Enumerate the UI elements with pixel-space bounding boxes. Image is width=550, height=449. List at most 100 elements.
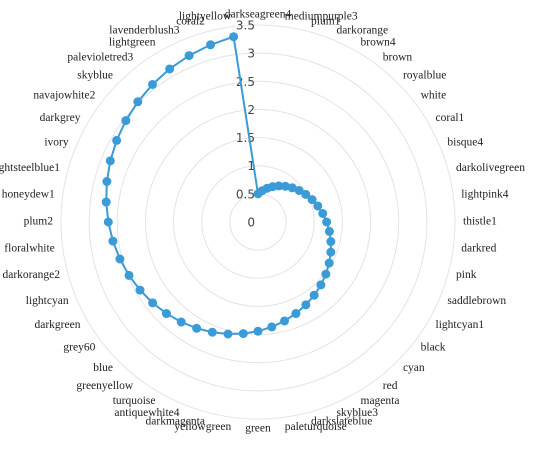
category-label: cyan bbox=[403, 362, 425, 374]
data-point bbox=[147, 79, 157, 89]
grid-circle bbox=[201, 165, 315, 279]
category-label: brown4 bbox=[361, 36, 396, 48]
data-point bbox=[207, 327, 217, 337]
data-point bbox=[105, 156, 115, 166]
category-label: lightcyan bbox=[26, 295, 69, 307]
grid-circle bbox=[60, 24, 456, 420]
category-label: antiquewhite4 bbox=[114, 407, 179, 419]
category-label: darkmagenta bbox=[146, 416, 205, 428]
category-label: bisque4 bbox=[447, 136, 483, 148]
category-label: lightgreen bbox=[109, 36, 156, 48]
category-label: plum1 bbox=[311, 16, 341, 28]
data-point bbox=[321, 269, 331, 279]
grid-circle bbox=[229, 193, 287, 251]
data-point bbox=[133, 97, 143, 107]
data-point bbox=[161, 309, 171, 319]
data-point bbox=[301, 300, 311, 310]
data-point bbox=[291, 309, 301, 319]
data-point bbox=[121, 116, 131, 126]
data-point bbox=[165, 64, 175, 74]
data-point bbox=[301, 189, 311, 199]
grid-circle bbox=[88, 52, 428, 392]
data-point bbox=[176, 317, 186, 327]
category-label: paleturquoise bbox=[285, 421, 347, 433]
category-label: lightyellow bbox=[179, 10, 232, 22]
data-point bbox=[103, 217, 113, 227]
data-point bbox=[313, 201, 323, 211]
category-label: white bbox=[421, 90, 447, 102]
grid-circle bbox=[144, 108, 372, 336]
category-label: lightcyan1 bbox=[436, 319, 485, 331]
data-point bbox=[184, 51, 194, 61]
category-label: red bbox=[383, 380, 398, 392]
data-point bbox=[267, 322, 277, 332]
data-point bbox=[124, 270, 134, 280]
data-point bbox=[326, 237, 336, 247]
r-tick-label: 2.5 bbox=[236, 75, 255, 89]
category-label: floralwhite bbox=[4, 243, 54, 255]
category-label: thistle1 bbox=[463, 216, 497, 228]
category-label: darkslateblue bbox=[311, 416, 372, 428]
category-label: pink bbox=[456, 269, 477, 281]
data-point bbox=[326, 247, 336, 257]
data-point bbox=[115, 254, 125, 264]
r-tick-label: 1.5 bbox=[236, 131, 255, 145]
data-point bbox=[287, 183, 297, 193]
grid-circle bbox=[173, 137, 343, 307]
category-label: black bbox=[421, 342, 446, 354]
category-label: brown bbox=[383, 51, 413, 63]
category-label: darkgrey bbox=[40, 112, 81, 124]
category-label: saddlebrown bbox=[447, 295, 506, 307]
category-label: plum2 bbox=[24, 216, 54, 228]
data-point bbox=[324, 258, 334, 268]
data-point bbox=[135, 285, 145, 295]
category-label: darkred bbox=[461, 243, 496, 255]
r-tick-label: 3 bbox=[247, 47, 255, 61]
category-label: coral1 bbox=[436, 112, 465, 124]
r-tick-label: 2 bbox=[247, 103, 255, 117]
data-point bbox=[316, 280, 326, 290]
category-label: skyblue bbox=[77, 69, 113, 81]
category-label: palevioletred3 bbox=[67, 51, 133, 63]
category-label: darkseagreen4 bbox=[225, 9, 292, 21]
category-label: magenta bbox=[361, 395, 400, 407]
category-label: darkolivegreen bbox=[456, 162, 525, 174]
category-label: skyblue3 bbox=[336, 407, 378, 419]
category-label: lightpink4 bbox=[461, 189, 509, 201]
category-label: royalblue bbox=[403, 69, 446, 81]
data-point bbox=[192, 323, 202, 333]
data-point bbox=[148, 298, 158, 308]
r-tick-label: 0 bbox=[247, 216, 255, 230]
category-label: grey60 bbox=[63, 342, 95, 354]
data-point bbox=[324, 226, 334, 236]
category-label: yellowgreen bbox=[174, 421, 231, 433]
data-point bbox=[101, 197, 111, 207]
category-label: greenyellow bbox=[76, 380, 134, 392]
data-point bbox=[206, 40, 216, 50]
r-tick-label: 0.5 bbox=[236, 187, 255, 201]
data-point bbox=[108, 236, 118, 246]
data-point bbox=[322, 217, 332, 227]
r-tick-label: 1 bbox=[247, 159, 255, 173]
data-point bbox=[280, 316, 290, 326]
grid-circle bbox=[116, 80, 400, 364]
category-label: blue bbox=[93, 362, 113, 374]
category-label: darkorange bbox=[336, 24, 388, 36]
data-point bbox=[112, 135, 122, 145]
category-label: darkorange2 bbox=[3, 269, 61, 281]
data-point bbox=[274, 181, 284, 191]
category-label: ivory bbox=[44, 136, 69, 148]
category-label: coral2 bbox=[176, 16, 205, 28]
data-point bbox=[229, 32, 239, 42]
category-label: lavenderblush3 bbox=[109, 24, 180, 36]
r-tick-label: 3.5 bbox=[236, 19, 255, 33]
data-point bbox=[253, 326, 263, 336]
category-label: honeydew1 bbox=[2, 189, 55, 201]
category-label: lightsteelblue1 bbox=[0, 162, 60, 174]
category-label: green bbox=[245, 423, 271, 435]
data-point bbox=[280, 181, 290, 191]
data-point bbox=[294, 185, 304, 195]
data-point bbox=[309, 290, 319, 300]
data-point bbox=[102, 177, 112, 187]
category-label: darkgreen bbox=[34, 319, 80, 331]
